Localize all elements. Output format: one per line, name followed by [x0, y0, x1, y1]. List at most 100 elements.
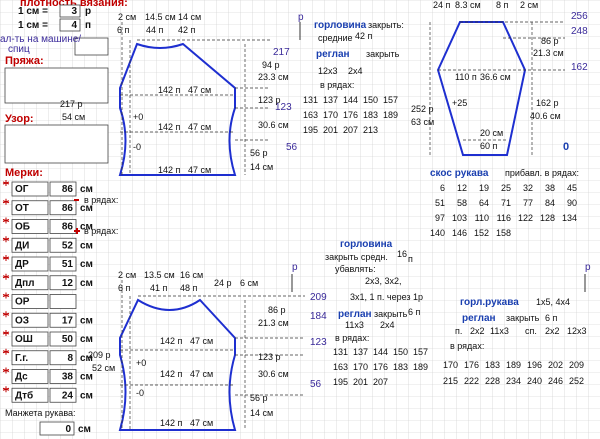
label: 86 р [268, 305, 286, 315]
cuff-input[interactable] [39, 421, 75, 436]
label: 142 п [158, 122, 181, 132]
label: реглан [462, 313, 496, 324]
label: 6 см [240, 278, 258, 288]
label: 47 см [190, 369, 213, 379]
label: 140 [430, 228, 445, 238]
measure-input[interactable] [49, 387, 77, 403]
label: 47 см [188, 122, 211, 132]
label: Дтб [15, 389, 33, 401]
label: 128 [540, 213, 555, 223]
label: 32 [523, 183, 533, 193]
label: 14.5 см [145, 12, 176, 22]
label: 116 [497, 213, 511, 223]
measure-input[interactable] [49, 181, 77, 197]
label: Пряжа: [5, 55, 44, 67]
label: 201 [353, 377, 368, 387]
label: 17 [62, 315, 74, 326]
label: 142 п [158, 165, 181, 175]
label: ОР [15, 297, 30, 308]
label: 16 [397, 249, 407, 259]
label: см [80, 259, 93, 270]
label: 20 см [480, 128, 503, 138]
label: 2x2 [470, 326, 485, 336]
label: 56 р [250, 393, 268, 403]
measure-input[interactable] [49, 256, 77, 272]
label: см [80, 334, 93, 345]
label: 157 [413, 347, 428, 357]
label: 63 см [411, 117, 434, 127]
required-mark [2, 198, 10, 205]
label: 54 см [62, 112, 85, 122]
density-input[interactable] [59, 4, 81, 18]
left-panel-boxes [4, 37, 109, 164]
measure-label-box [11, 331, 49, 347]
label: 170 [323, 110, 338, 120]
label: 217 р [60, 99, 83, 109]
label: ДИ [15, 240, 29, 251]
measure-input[interactable] [49, 350, 77, 366]
label: 0 [563, 141, 569, 153]
label: 14 см [250, 408, 273, 418]
label: 170 [353, 362, 368, 372]
measure-input[interactable] [49, 312, 77, 328]
label: 44 п [146, 25, 164, 35]
label: 3 [71, 6, 77, 17]
measure-input[interactable] [49, 331, 77, 347]
label: 163 [333, 362, 348, 372]
yarn-input[interactable] [4, 67, 109, 104]
label: 176 [373, 362, 388, 372]
label: горловина [314, 20, 367, 31]
label: ОБ [15, 222, 30, 233]
label: 12x3 [318, 66, 338, 76]
label: 152 [474, 228, 489, 238]
label: см [80, 390, 93, 401]
label: горл.рукава [460, 297, 519, 308]
sleeve-dims [429, 21, 565, 155]
pattern-input[interactable] [4, 124, 109, 164]
label: ДР [15, 259, 29, 270]
back-dims [120, 22, 270, 175]
label: Г.г. [15, 353, 28, 364]
label: ОГ [15, 184, 29, 195]
label: 56 [310, 379, 322, 390]
label: 110 [475, 213, 489, 223]
label: 47 см [188, 85, 211, 95]
measure-input[interactable] [49, 219, 77, 234]
label: Узор: [5, 113, 34, 125]
label: 12x3 [567, 326, 587, 336]
label: 142 п [158, 85, 181, 95]
measure-input[interactable] [49, 369, 77, 384]
density-input[interactable] [59, 18, 81, 32]
label: 97 [435, 213, 445, 223]
measure-input[interactable] [49, 294, 77, 309]
label: 240 [527, 376, 542, 386]
label: 234 [506, 376, 521, 386]
label: 209 р [88, 350, 111, 360]
label: 1x5, 4x4 [536, 297, 570, 307]
label: 60 п [480, 141, 498, 151]
label: закрыть: [368, 20, 404, 30]
label: см [80, 203, 93, 214]
label: 56 р [250, 148, 268, 158]
label: 2x2 [545, 326, 560, 336]
label: 170 [443, 360, 458, 370]
label: закрыть [374, 309, 408, 319]
machine-input[interactable] [74, 37, 109, 56]
measure-input[interactable] [49, 200, 77, 216]
label: 134 [562, 213, 577, 223]
measure-input[interactable] [49, 275, 77, 291]
label: 137 [323, 95, 338, 105]
label: 24 [62, 390, 74, 401]
label: см [80, 372, 93, 383]
required-mark [2, 292, 10, 299]
measure-input[interactable] [49, 237, 77, 253]
label: 21.3 см [258, 318, 289, 328]
required-mark [2, 386, 10, 393]
label: 131 [303, 95, 318, 105]
measure-label-box [11, 369, 49, 384]
label: 6 п [117, 25, 130, 35]
label: 142 п [160, 418, 183, 428]
label: 183 [393, 362, 408, 372]
label: -0 [136, 388, 144, 398]
label: 202 [548, 360, 563, 370]
